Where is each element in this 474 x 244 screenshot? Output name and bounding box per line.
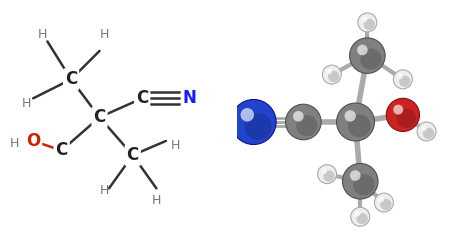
Text: H: H [21, 97, 31, 110]
Circle shape [337, 103, 374, 141]
Text: C: C [136, 89, 148, 107]
Text: C: C [65, 70, 77, 88]
Circle shape [293, 111, 304, 122]
Circle shape [362, 17, 367, 22]
Circle shape [355, 211, 360, 217]
Circle shape [423, 128, 434, 139]
Text: O: O [26, 132, 40, 150]
Circle shape [393, 105, 403, 115]
Text: H: H [9, 137, 19, 150]
Circle shape [240, 108, 254, 122]
Circle shape [351, 207, 370, 226]
Circle shape [380, 199, 392, 210]
Circle shape [323, 170, 335, 182]
Circle shape [393, 70, 412, 89]
Circle shape [231, 100, 276, 144]
Circle shape [322, 65, 341, 84]
Circle shape [342, 163, 378, 199]
Circle shape [397, 73, 403, 79]
Text: H: H [100, 184, 109, 197]
Circle shape [350, 38, 385, 73]
Circle shape [374, 193, 393, 212]
Circle shape [296, 115, 318, 136]
Circle shape [364, 19, 375, 30]
Circle shape [358, 13, 377, 32]
Circle shape [350, 170, 361, 181]
Circle shape [353, 174, 374, 195]
Circle shape [321, 168, 327, 174]
Circle shape [396, 108, 416, 128]
Text: H: H [152, 194, 161, 207]
Text: H: H [100, 28, 109, 41]
Circle shape [356, 213, 368, 224]
Circle shape [326, 69, 332, 74]
Circle shape [318, 165, 337, 184]
Circle shape [357, 45, 368, 55]
Circle shape [378, 197, 384, 202]
Circle shape [399, 76, 410, 87]
Text: C: C [127, 146, 139, 164]
Circle shape [421, 126, 427, 131]
Circle shape [328, 71, 339, 82]
Text: C: C [55, 142, 68, 159]
Circle shape [345, 110, 356, 122]
Circle shape [348, 114, 371, 137]
Text: N: N [182, 89, 197, 107]
Circle shape [386, 98, 419, 132]
Text: H: H [38, 28, 47, 41]
Text: C: C [93, 108, 106, 126]
Circle shape [417, 122, 436, 141]
Circle shape [245, 113, 272, 140]
Text: H: H [171, 139, 180, 152]
Circle shape [360, 49, 382, 70]
Circle shape [285, 104, 321, 140]
